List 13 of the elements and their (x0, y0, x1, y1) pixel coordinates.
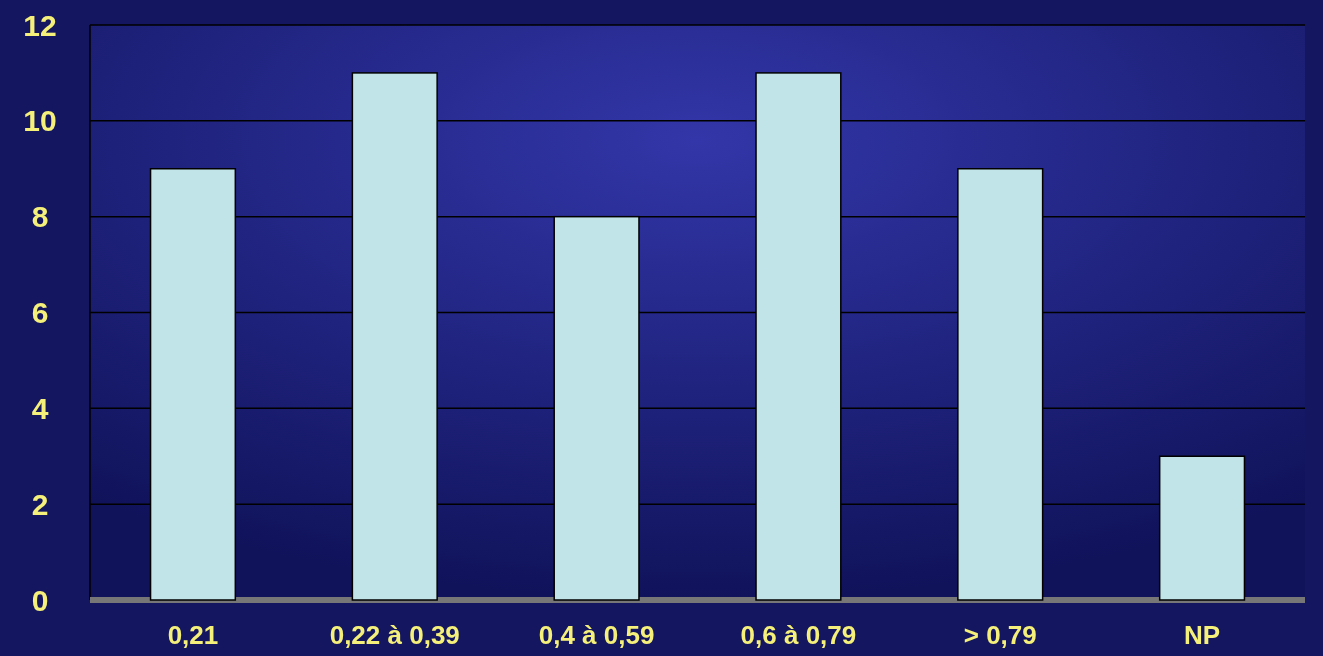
x-tick-label: 0,6 à 0,79 (740, 620, 857, 650)
x-tick-label: NP (1184, 620, 1221, 650)
y-tick-label: 6 (31, 296, 49, 329)
y-tick-label: 10 (23, 104, 57, 138)
y-tick-label: 2 (31, 487, 49, 521)
y-tick-label: 8 (31, 200, 49, 234)
y-tick-label: 0 (31, 583, 49, 617)
x-tick-label: > 0,79 (963, 620, 1037, 650)
x-tick-label: 0,21 (167, 620, 219, 650)
x-tick-label: 0,22 à 0,39 (329, 620, 460, 650)
x-tick-label: 0,4 à 0,59 (538, 620, 655, 650)
y-tick-label: 4 (31, 391, 49, 425)
y-tick-label: 12 (23, 8, 57, 42)
